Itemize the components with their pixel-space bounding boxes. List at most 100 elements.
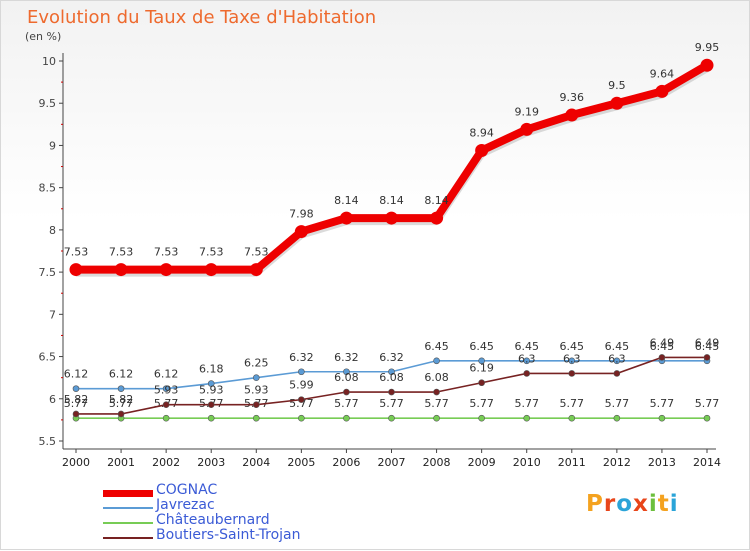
data-label: 5.93	[154, 384, 179, 397]
data-point	[252, 401, 260, 408]
logo-letter: i	[648, 491, 658, 517]
data-label: 7.98	[289, 208, 314, 221]
y-tick-label: 5.5	[39, 435, 57, 448]
data-point	[568, 357, 576, 365]
y-tick-label: 7	[49, 308, 56, 321]
data-point	[388, 368, 395, 376]
data-point	[252, 414, 260, 422]
data-point	[162, 385, 170, 392]
x-tick-label: 2013	[648, 456, 676, 469]
data-label: 5.77	[605, 397, 630, 410]
data-label: 8.14	[424, 194, 449, 207]
data-label: 6.18	[199, 363, 224, 376]
data-label: 6.45	[514, 340, 539, 353]
logo-letter: t	[657, 491, 670, 517]
x-tick-label: 2009	[468, 456, 496, 469]
logo-letter: r	[603, 491, 617, 517]
data-label: 6.45	[650, 340, 675, 353]
data-point	[117, 385, 125, 392]
data-label: 8.94	[469, 127, 494, 140]
y-tick-label: 6.5	[39, 351, 57, 364]
data-point	[159, 263, 173, 277]
data-label: 7.53	[154, 246, 179, 259]
data-label: 6.08	[379, 371, 404, 384]
data-label: 9.64	[650, 67, 675, 80]
data-label: 6.19	[469, 362, 494, 375]
data-point	[478, 357, 485, 365]
data-label: 5.82	[109, 393, 134, 406]
data-point	[388, 388, 395, 396]
data-point	[433, 414, 440, 422]
data-point	[700, 58, 714, 72]
data-point	[162, 414, 170, 422]
data-label: 5.99	[289, 379, 314, 392]
data-point	[430, 211, 444, 225]
data-point	[610, 96, 624, 110]
data-point	[613, 414, 621, 422]
data-label: 7.53	[64, 246, 89, 259]
x-tick-label: 2007	[378, 456, 406, 469]
data-point	[298, 396, 305, 403]
legend-label: Boutiers-Saint-Trojan	[156, 527, 301, 543]
data-point	[475, 144, 489, 158]
data-label: 9.36	[560, 91, 585, 104]
data-point	[433, 357, 440, 365]
x-tick-label: 2008	[423, 456, 451, 469]
y-tick-label: 7.5	[39, 266, 57, 279]
x-tick-label: 2001	[107, 456, 135, 469]
data-label: 9.5	[608, 79, 626, 92]
proxiti-logo: Proxiti	[586, 491, 679, 517]
data-point	[72, 385, 80, 392]
data-point	[658, 354, 666, 361]
data-point	[252, 374, 260, 381]
data-label: 6.45	[560, 340, 585, 353]
data-point	[655, 84, 669, 98]
data-point	[478, 379, 485, 387]
data-point	[343, 368, 350, 376]
y-tick-label: 9	[49, 139, 56, 152]
x-tick-label: 2002	[152, 456, 180, 469]
data-label: 6.12	[154, 368, 179, 381]
legend-swatch	[103, 537, 153, 539]
y-tick-label: 9.5	[39, 97, 57, 110]
data-label: 6.08	[424, 371, 449, 384]
data-label: 6.45	[695, 340, 720, 353]
data-label: 5.77	[424, 397, 449, 410]
data-label: 6.45	[424, 340, 449, 353]
data-point	[568, 414, 576, 422]
data-point	[69, 263, 83, 277]
data-label: 5.77	[560, 397, 585, 410]
data-point	[385, 211, 398, 225]
data-point	[388, 414, 395, 422]
y-unit-label: (en %)	[25, 30, 62, 43]
data-label: 5.82	[64, 393, 89, 406]
data-point	[523, 357, 531, 365]
x-tick-label: 2003	[197, 456, 225, 469]
x-tick-label: 2005	[287, 456, 315, 469]
data-label: 6.32	[289, 351, 314, 364]
data-label: 6.45	[605, 340, 630, 353]
data-point	[162, 401, 170, 408]
data-label: 5.77	[650, 397, 675, 410]
data-point	[703, 354, 711, 361]
data-label: 5.77	[469, 397, 494, 410]
chart-title: Evolution du Taux de Taxe d'Habitation	[27, 7, 377, 28]
logo-letter: x	[633, 491, 649, 517]
data-point	[294, 225, 308, 239]
data-label: 6.3	[563, 352, 581, 365]
data-label: 9.95	[695, 41, 720, 54]
legend-swatch	[103, 489, 153, 497]
data-point	[565, 108, 579, 122]
series-ch-teaubernard: 5.77 5.77 5.77 5.77 5.77 5.77 5.77 5.77 5.77 5.77…	[64, 397, 719, 422]
data-label: 5.93	[199, 384, 224, 397]
series-cognac: 7.53 7.53 7.53 7.53 7.53 7.98 8.14 8.14 8.14 8.94…	[64, 41, 720, 277]
data-label: 6.3	[518, 352, 536, 365]
legend-label: COGNAC	[156, 482, 218, 498]
logo-letter: i	[669, 491, 679, 517]
data-label: 6.3	[608, 352, 626, 365]
x-tick-label: 2012	[603, 456, 631, 469]
data-point	[207, 380, 215, 387]
data-point	[343, 388, 350, 396]
